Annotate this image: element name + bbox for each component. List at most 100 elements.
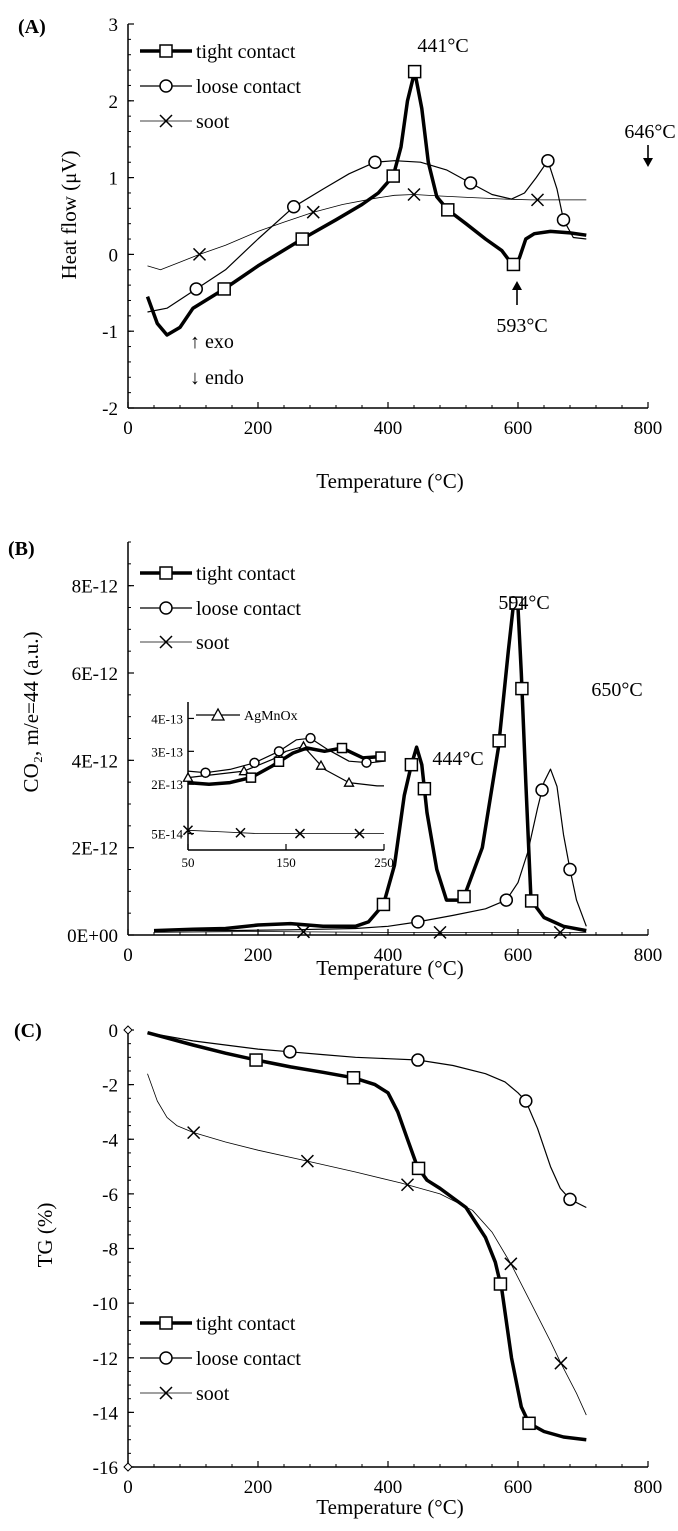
y-tick-label: 8E-12 — [72, 577, 118, 598]
x-marker — [296, 925, 311, 939]
legend-loose-contact: loose contact — [196, 76, 301, 98]
panel-a-axes: 0 200 400 600 800 -2 -1 0 1 2 3 — [102, 15, 662, 439]
y-tick-label: 0E+00 — [67, 926, 118, 947]
circle-marker — [535, 783, 549, 797]
annot-endo: ↓ endo — [190, 367, 244, 389]
arrowhead-593 — [512, 281, 522, 290]
x-marker — [182, 825, 194, 836]
x-marker — [530, 193, 545, 207]
x-marker — [554, 1356, 568, 1370]
square-marker — [524, 894, 539, 908]
square-marker — [457, 889, 471, 904]
legend-square-marker — [159, 1316, 173, 1330]
legend-x-marker — [159, 114, 173, 128]
triangle-marker — [315, 759, 327, 770]
loose-contact-line — [187, 737, 385, 774]
circle-marker — [411, 915, 425, 929]
square-marker — [249, 1053, 263, 1067]
square-marker — [509, 596, 523, 610]
y-tick-label: -1 — [102, 322, 118, 343]
x-tick-label: 250 — [374, 855, 394, 870]
square-marker — [404, 757, 419, 772]
y-tick-label: -2 — [102, 1076, 118, 1097]
x-marker — [192, 247, 207, 261]
circle-marker — [519, 1094, 533, 1108]
legend-tight-contact: tight contact — [196, 563, 296, 585]
x-tick-label: 50 — [182, 855, 195, 870]
x-tick-label: 0 — [123, 1477, 133, 1498]
circle-marker — [563, 1192, 577, 1207]
inset-axes: 50 150 250 5E-14 2E-13 3E-13 4E-13 — [151, 702, 394, 870]
loose-contact-line — [147, 1032, 587, 1209]
annot-444: 444°C — [432, 748, 483, 770]
circle-marker — [368, 155, 382, 169]
panel-c-xlabel: Temperature (°C) — [316, 1495, 463, 1519]
y-tick-label: 1 — [109, 169, 119, 190]
legend-tight-contact: tight contact — [196, 1313, 296, 1335]
panel-b-axes: 0 200 400 600 800 0E+00 2E-12 4E-12 6E-12 8E-12 — [67, 541, 663, 966]
y-tick-label: 6E-12 — [72, 664, 118, 685]
legend-tight-contact: tight contact — [196, 41, 296, 63]
y-tick-label: -12 — [93, 1349, 118, 1370]
panel-a-xlabel: Temperature (°C) — [316, 469, 463, 493]
square-marker — [493, 1277, 508, 1291]
square-marker — [522, 1416, 536, 1431]
x-marker — [235, 827, 246, 838]
y-tick-label: 0 — [109, 1021, 119, 1042]
x-tick-label: 800 — [634, 945, 663, 966]
panel-c-label: (C) — [14, 1020, 42, 1042]
inset-legend-agmnox: AgMnOx — [244, 709, 298, 724]
x-tick-label: 600 — [504, 418, 533, 439]
panel-b-xlabel: Temperature (°C) — [316, 956, 463, 980]
legend-loose-contact: loose contact — [196, 1348, 301, 1370]
x-marker — [433, 925, 447, 939]
legend-triangle-marker — [210, 707, 226, 721]
circle-marker — [556, 213, 571, 227]
AgMnOx-line — [187, 745, 384, 787]
legend-x-marker — [159, 1386, 173, 1400]
y-tick-label: 2 — [109, 92, 119, 113]
square-marker — [407, 64, 422, 79]
legend-soot: soot — [196, 1383, 230, 1405]
panel-b: (B) CO₂, m/e=44 (a.u.) Temperature (°C) … — [8, 538, 662, 980]
legend-soot: soot — [196, 632, 230, 654]
panel-a-label: (A) — [18, 16, 46, 38]
y-tick-label: 3E-13 — [151, 744, 183, 759]
x-marker — [354, 828, 365, 839]
x-marker — [300, 1154, 314, 1168]
circle-marker — [563, 862, 577, 877]
axis-bottom-marker — [123, 1462, 133, 1472]
loose-contact-line — [147, 160, 587, 313]
panel-c: (C) TG (%) Temperature (°C) 0 200 400 600 80… — [14, 1020, 662, 1519]
y-tick-label: -16 — [93, 1458, 118, 1479]
x-marker — [294, 828, 306, 839]
x-tick-label: 200 — [244, 1477, 273, 1498]
panel-b-series — [153, 596, 587, 939]
circle-marker — [541, 153, 555, 168]
square-marker — [295, 232, 309, 246]
panel-b-label: (B) — [8, 538, 35, 560]
square-marker — [441, 203, 455, 217]
square-marker — [492, 734, 506, 748]
y-tick-label: -2 — [102, 399, 118, 420]
square-marker — [376, 897, 391, 912]
tight-contact-line — [153, 597, 587, 933]
legend-x-marker — [159, 635, 173, 649]
axis-top-marker — [123, 1025, 133, 1035]
legend-soot: soot — [196, 111, 230, 133]
square-marker — [506, 257, 521, 272]
y-tick-label: 3 — [109, 15, 119, 36]
x-tick-label: 800 — [634, 418, 663, 439]
panel-b-legend: tight contact loose contact soot — [140, 563, 301, 654]
square-marker — [515, 681, 529, 696]
annot-650: 650°C — [591, 679, 642, 701]
inset-chart: 50 150 250 5E-14 2E-13 3E-13 4E-13 AgMnOx — [151, 702, 394, 870]
square-marker — [386, 169, 400, 183]
x-marker — [504, 1257, 518, 1271]
triangle-marker — [182, 771, 194, 782]
square-marker — [417, 781, 432, 796]
legend-circle-marker — [159, 1351, 173, 1365]
square-marker — [336, 742, 348, 754]
legend-square-marker — [159, 44, 173, 58]
legend-circle-marker — [159, 601, 173, 615]
